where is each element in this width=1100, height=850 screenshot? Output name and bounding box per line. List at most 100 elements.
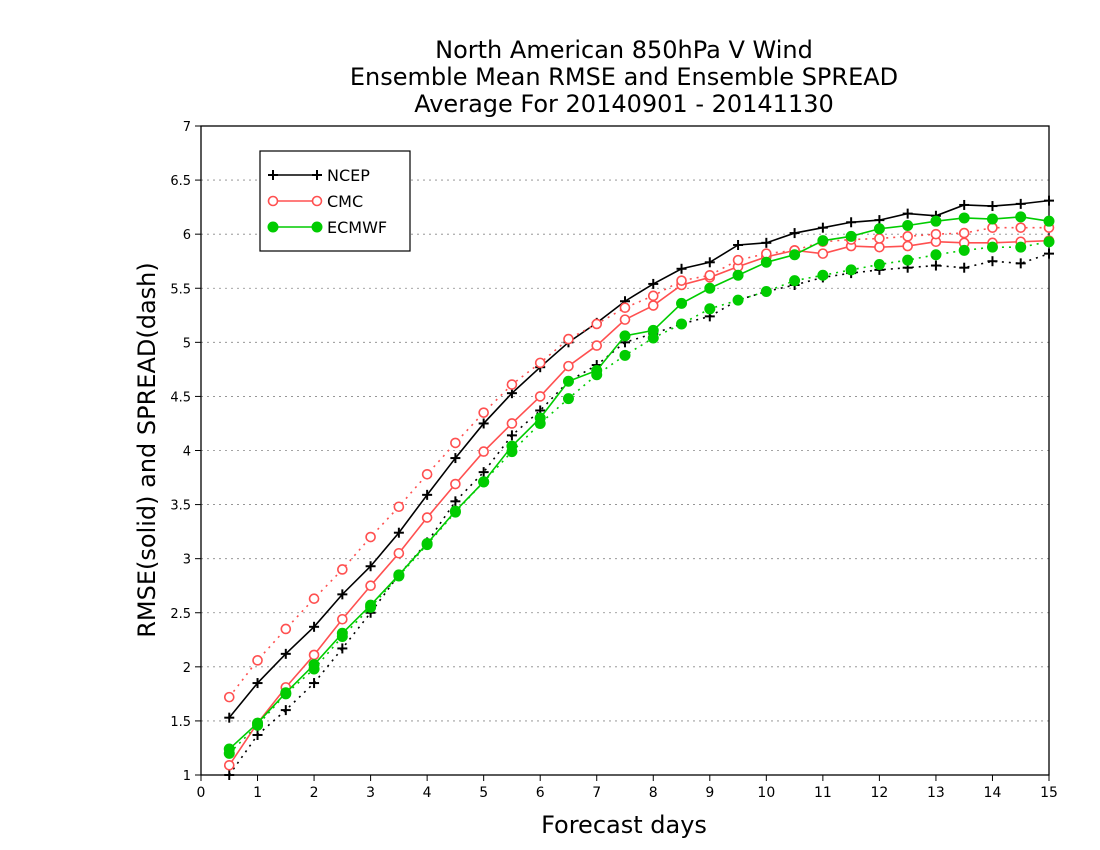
chart-title-line-2: Ensemble Mean RMSE and Ensemble SPREAD xyxy=(349,63,899,91)
data-point-ecmwf-spread xyxy=(562,393,574,405)
y-tick-label: 3.5 xyxy=(170,499,191,514)
data-point-ncep-rmse xyxy=(506,388,517,399)
x-axis-label: Forecast days xyxy=(541,811,707,839)
data-point-cmc-rmse xyxy=(647,300,659,311)
data-point-ecmwf-rmse xyxy=(817,235,829,247)
data-point-ncep-rmse xyxy=(789,228,800,239)
data-point-cmc-spread xyxy=(676,275,687,286)
data-point-ecmwf-rmse xyxy=(902,220,914,232)
y-tick-label: 5 xyxy=(183,336,191,351)
data-point-cmc-spread xyxy=(874,233,885,244)
data-point-ncep-rmse xyxy=(365,561,376,572)
data-point-ncep-rmse xyxy=(733,239,744,250)
data-point-ecmwf-rmse xyxy=(760,256,772,268)
data-point-ecmwf-spread xyxy=(902,254,914,266)
data-point-ecmwf-spread xyxy=(223,747,235,759)
y-tick-label: 4.5 xyxy=(170,390,191,405)
series-line-ncep-spread xyxy=(228,252,1050,776)
data-point-cmc-spread xyxy=(223,691,235,703)
data-point-ecmwf-spread xyxy=(676,318,688,330)
data-point-cmc-rmse xyxy=(563,360,574,372)
data-point-cmc-rmse xyxy=(450,478,461,490)
data-point-ncep-spread xyxy=(450,496,461,507)
data-point-cmc-spread xyxy=(591,318,603,330)
data-point-ecmwf-rmse xyxy=(986,213,998,225)
data-point-ecmwf-rmse xyxy=(873,223,885,235)
y-tick-label: 6 xyxy=(183,228,191,243)
data-point-ncep-rmse xyxy=(817,222,828,233)
data-point-cmc-spread xyxy=(930,228,942,240)
data-point-cmc-spread xyxy=(732,254,744,266)
data-point-ncep-spread xyxy=(252,729,263,740)
data-point-ncep-rmse xyxy=(309,621,320,632)
data-point-cmc-rmse xyxy=(619,314,631,325)
data-point-cmc-rmse xyxy=(223,759,235,771)
x-tick-label: 5 xyxy=(479,785,488,801)
data-point-ncep-rmse xyxy=(761,237,772,248)
data-point-ncep-spread xyxy=(478,467,489,478)
data-point-cmc-spread xyxy=(450,437,461,449)
data-point-ecmwf-spread xyxy=(704,303,716,315)
data-point-cmc-spread xyxy=(647,290,659,302)
data-point-ecmwf-spread xyxy=(1015,241,1027,253)
x-tick-label: 2 xyxy=(310,785,319,801)
x-tick-label: 7 xyxy=(592,785,601,801)
data-point-ecmwf-spread xyxy=(986,241,998,253)
data-point-ecmwf-rmse xyxy=(732,269,744,281)
data-point-ecmwf-spread xyxy=(789,275,801,287)
data-point-cmc-spread xyxy=(619,302,631,314)
data-point-ecmwf-spread xyxy=(280,688,292,700)
data-point-ecmwf-spread xyxy=(506,446,518,458)
data-point-ecmwf-spread xyxy=(449,506,461,518)
data-point-ncep-rmse xyxy=(1015,198,1026,209)
x-tick-label: 12 xyxy=(870,785,888,801)
data-point-cmc-rmse xyxy=(421,512,433,523)
data-point-ecmwf-spread xyxy=(393,570,405,582)
legend-marker-start xyxy=(268,170,278,180)
series-group xyxy=(223,195,1055,780)
data-point-cmc-spread xyxy=(421,468,433,480)
x-tick-label: 3 xyxy=(366,785,375,801)
x-tick-label: 4 xyxy=(423,785,432,801)
legend: NCEP CMC ECMWF xyxy=(259,150,411,252)
data-point-ncep-rmse xyxy=(902,208,913,219)
data-point-ecmwf-spread xyxy=(478,476,490,488)
axis-ticks: 11.522.533.544.555.566.570 1 2 3 4 5 6 7 8 9 10 11 1… xyxy=(170,120,1058,801)
data-point-ecmwf-spread xyxy=(760,285,772,297)
data-point-cmc-rmse xyxy=(534,391,546,402)
data-point-cmc-rmse xyxy=(874,241,885,253)
series-cmc-spread xyxy=(223,222,1055,703)
x-tick-label: 9 xyxy=(705,785,714,801)
data-point-ncep-spread xyxy=(224,770,235,780)
series-line-ecmwf-spread xyxy=(228,240,1050,754)
data-point-cmc-spread xyxy=(280,623,292,635)
series-ncep-spread xyxy=(224,248,1054,780)
data-point-ecmwf-spread xyxy=(930,249,942,261)
data-point-ncep-spread xyxy=(959,262,970,273)
data-point-ncep-rmse xyxy=(987,201,998,212)
data-point-cmc-rmse xyxy=(591,340,603,351)
data-point-cmc-rmse xyxy=(478,446,489,457)
data-point-ecmwf-spread xyxy=(1043,236,1055,248)
data-point-ecmwf-rmse xyxy=(1015,211,1027,223)
y-axis-label: RMSE(solid) and SPREAD(dash) xyxy=(133,262,161,638)
data-point-ecmwf-spread xyxy=(619,349,631,361)
data-point-ncep-rmse xyxy=(704,257,715,268)
legend-marker-end xyxy=(311,195,323,207)
x-tick-label: 15 xyxy=(1040,785,1058,801)
chart-title-line-3: Average For 20140901 - 20141130 xyxy=(414,90,834,118)
y-tick-label: 3 xyxy=(183,553,191,568)
data-point-ncep-rmse xyxy=(648,278,659,289)
data-point-cmc-spread xyxy=(365,531,376,543)
data-point-ecmwf-spread xyxy=(421,539,433,551)
data-point-ecmwf-rmse xyxy=(930,215,942,227)
data-point-ecmwf-rmse xyxy=(1043,215,1055,227)
data-point-cmc-spread xyxy=(252,655,263,666)
data-point-cmc-rmse xyxy=(393,547,405,559)
data-point-ncep-rmse xyxy=(280,648,291,659)
data-point-cmc-rmse xyxy=(337,613,348,625)
data-point-ncep-rmse xyxy=(337,589,348,600)
data-point-ecmwf-rmse xyxy=(704,282,716,294)
data-point-ncep-spread xyxy=(1015,258,1026,269)
data-point-ecmwf-spread xyxy=(732,294,744,306)
